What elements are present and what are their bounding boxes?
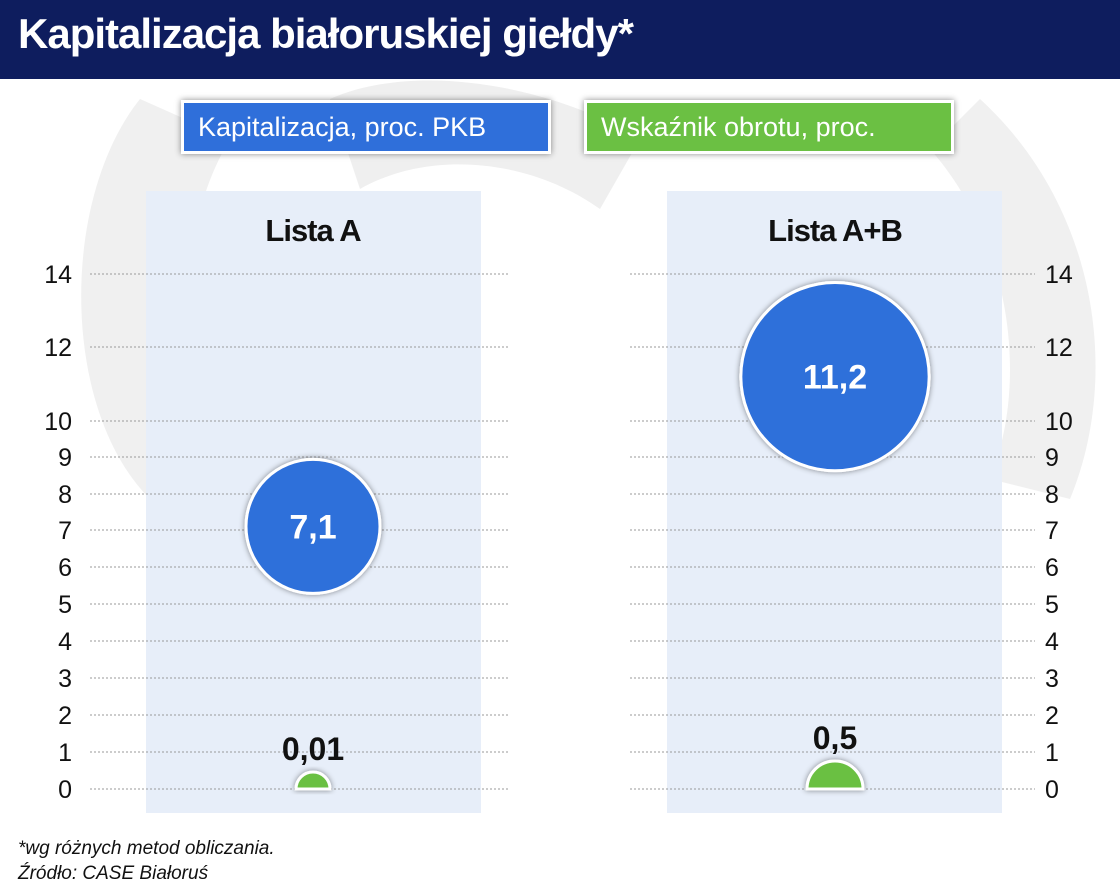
y-tick-label-left: 8 bbox=[58, 481, 72, 509]
y-tick-label-left: 2 bbox=[58, 702, 72, 730]
y-tick-label-right: 14 bbox=[1045, 261, 1073, 289]
chart-title: Kapitalizacja białoruskiej giełdy* bbox=[18, 10, 634, 57]
bubble-label-capitalization: 11,2 bbox=[803, 359, 867, 397]
bubble-capitalization bbox=[244, 457, 382, 595]
y-tick-label-right: 4 bbox=[1045, 628, 1059, 656]
y-tick-label-left: 9 bbox=[58, 444, 72, 472]
y-tick-label-left: 7 bbox=[58, 517, 72, 545]
y-tick-label-right: 5 bbox=[1045, 591, 1059, 619]
footnote-source: Źródło: CASE Białoruś bbox=[18, 863, 209, 884]
y-tick-label-left: 4 bbox=[58, 628, 72, 656]
legend-turnover: Wskaźnik obrotu, proc. bbox=[584, 100, 954, 154]
y-tick-label-left: 14 bbox=[44, 261, 72, 289]
y-tick-label-right: 3 bbox=[1045, 665, 1059, 693]
y-tick-label-right: 10 bbox=[1045, 408, 1073, 436]
y-tick-label-right: 1 bbox=[1045, 739, 1059, 767]
y-tick-label-left: 6 bbox=[58, 554, 72, 582]
legend-capitalization: Kapitalizacja, proc. PKB bbox=[181, 100, 551, 154]
y-tick-label-right: 7 bbox=[1045, 517, 1059, 545]
y-tick-label-left: 5 bbox=[58, 591, 72, 619]
y-tick-label-right: 12 bbox=[1045, 334, 1073, 362]
bubble-label-capitalization: 7,1 bbox=[289, 508, 336, 546]
y-tick-label-right: 0 bbox=[1045, 776, 1059, 804]
bubble-turnover bbox=[294, 770, 332, 791]
footnote-method: *wg różnych metod obliczania. bbox=[18, 838, 275, 859]
header-bar: Kapitalizacja białoruskiej giełdy* bbox=[0, 0, 1120, 79]
bubble-label-turnover: 0,01 bbox=[282, 731, 344, 767]
y-tick-label-right: 9 bbox=[1045, 444, 1059, 472]
y-tick-label-left: 12 bbox=[44, 334, 72, 362]
bubble-capitalization bbox=[739, 280, 931, 473]
y-tick-label-left: 0 bbox=[58, 776, 72, 804]
bubble-turnover bbox=[805, 759, 865, 791]
y-tick-label-left: 1 bbox=[58, 739, 72, 767]
y-tick-label-left: 3 bbox=[58, 665, 72, 693]
bubble-label-turnover: 0,5 bbox=[813, 720, 857, 756]
y-tick-label-right: 2 bbox=[1045, 702, 1059, 730]
y-tick-label-right: 6 bbox=[1045, 554, 1059, 582]
y-tick-label-right: 8 bbox=[1045, 481, 1059, 509]
y-tick-label-left: 10 bbox=[44, 408, 72, 436]
panel-title-lista-ab: Lista A+B bbox=[768, 213, 902, 248]
panel-title-lista-a: Lista A bbox=[265, 213, 361, 248]
